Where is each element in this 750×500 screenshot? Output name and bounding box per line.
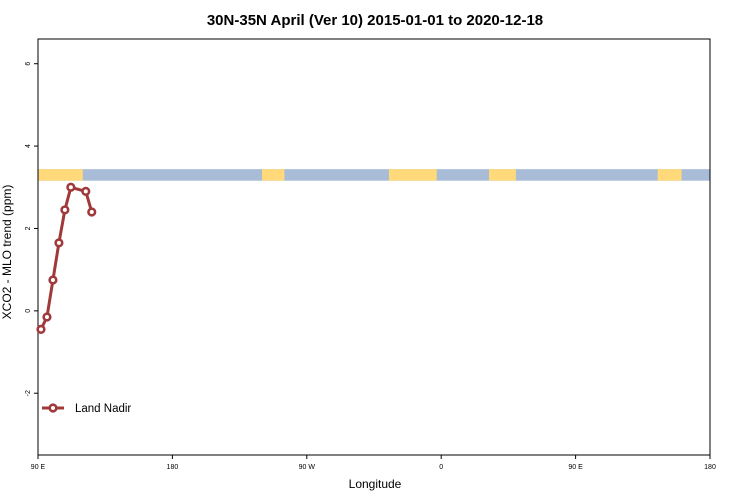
data-point [66, 182, 76, 192]
land-band-segment [488, 169, 516, 181]
series-land-nadir [36, 182, 97, 334]
y-axis: -2 0 2 4 6 [25, 62, 38, 396]
landmask-band [38, 169, 710, 181]
data-point [60, 205, 70, 215]
data-point [36, 324, 46, 334]
legend: Land Nadir [42, 403, 131, 415]
y-axis-label: XCO2 - MLO trend (ppm) [0, 185, 14, 320]
x-tick-label: 0 [439, 464, 443, 471]
series-layer [36, 182, 97, 334]
data-point [87, 207, 97, 217]
land-band-segment [38, 169, 83, 181]
x-axis-label: Longitude [349, 477, 402, 491]
y-tick-label: 2 [25, 226, 32, 230]
ocean-band [38, 169, 710, 181]
data-point [48, 275, 58, 285]
y-tick-label: 4 [25, 144, 32, 148]
x-tick-label: 180 [167, 464, 179, 471]
data-point [54, 238, 64, 248]
x-axis: 90 E 180 90 W 0 90 E 180 [31, 455, 716, 471]
y-tick-label: 0 [25, 309, 32, 313]
x-tick-label: 90 E [568, 464, 583, 471]
x-tick-label: 90 W [299, 464, 316, 471]
data-point [81, 186, 91, 196]
x-tick-label: 180 [704, 464, 716, 471]
land-band-segment [657, 169, 682, 181]
land-band-segment [262, 169, 285, 181]
x-tick-label: 90 E [31, 464, 46, 471]
plot-frame [37, 38, 711, 456]
land-band-segment [388, 169, 437, 181]
data-point [42, 312, 52, 322]
y-tick-label: 6 [25, 62, 32, 66]
chart-title: 30N-35N April (Ver 10) 2015-01-01 to 202… [207, 12, 543, 29]
legend-marker [48, 403, 58, 413]
y-tick-label: -2 [25, 390, 32, 396]
legend-label: Land Nadir [75, 403, 131, 415]
